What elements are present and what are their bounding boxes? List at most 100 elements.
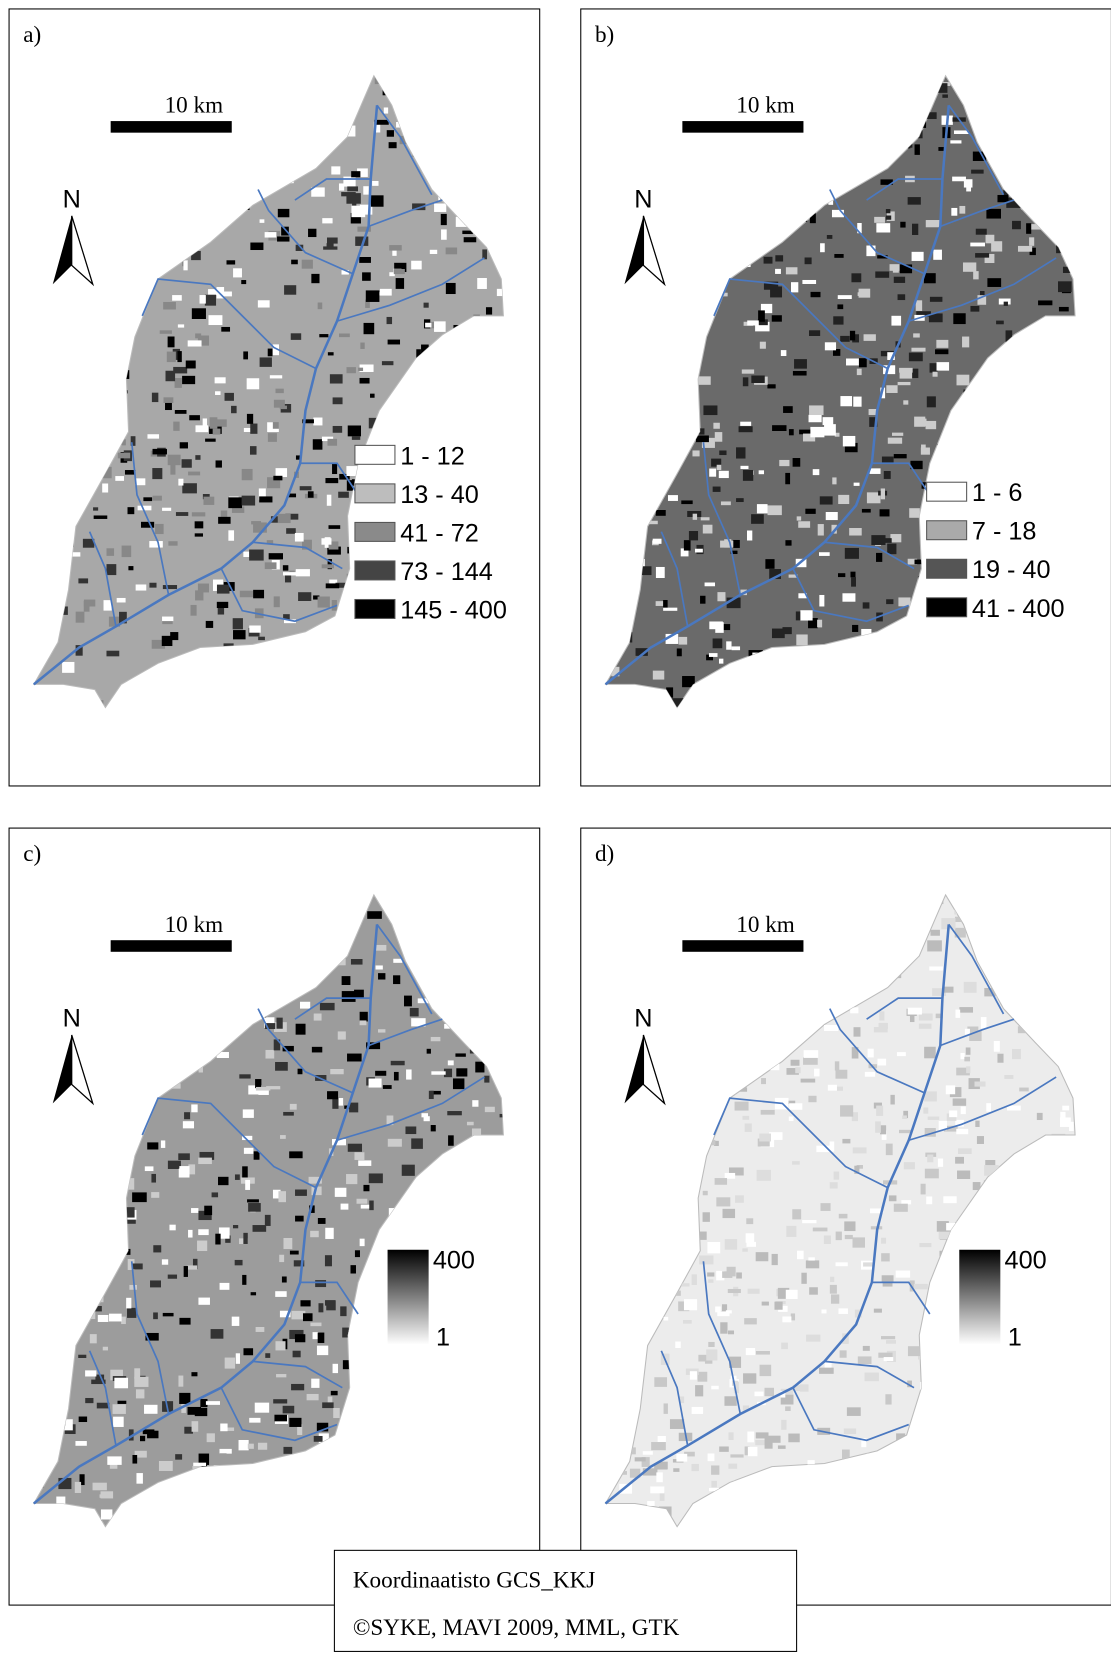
cell bbox=[971, 170, 984, 174]
cell bbox=[683, 1320, 692, 1324]
cell bbox=[838, 573, 845, 577]
legend-label: 7 - 18 bbox=[972, 518, 1037, 546]
cell bbox=[987, 278, 1001, 287]
cell bbox=[152, 468, 162, 479]
cell bbox=[997, 1054, 1003, 1063]
cell bbox=[994, 1041, 1000, 1052]
cell bbox=[792, 1209, 801, 1219]
cell bbox=[831, 1294, 839, 1303]
cell bbox=[1012, 221, 1021, 229]
cell bbox=[152, 393, 158, 402]
cell bbox=[389, 245, 402, 250]
cell bbox=[330, 374, 343, 383]
cell bbox=[813, 1228, 828, 1232]
cell bbox=[708, 1342, 714, 1347]
cell bbox=[810, 427, 824, 437]
cell bbox=[692, 1274, 697, 1285]
cell bbox=[205, 439, 216, 442]
cell bbox=[295, 1190, 307, 1196]
cell bbox=[739, 426, 753, 432]
cell bbox=[791, 1060, 800, 1066]
cell bbox=[149, 541, 163, 548]
cell bbox=[874, 217, 885, 223]
cell bbox=[218, 1177, 228, 1185]
cell bbox=[179, 1393, 190, 1404]
cell bbox=[269, 553, 283, 559]
cell bbox=[761, 1078, 766, 1084]
cell bbox=[430, 250, 437, 254]
legend-label: 19 - 40 bbox=[972, 556, 1051, 584]
cell bbox=[315, 1280, 326, 1287]
cell bbox=[153, 449, 167, 455]
cell bbox=[275, 1062, 288, 1071]
cell bbox=[265, 562, 277, 569]
cell bbox=[664, 1403, 668, 1413]
cell bbox=[693, 514, 697, 520]
cell bbox=[796, 634, 807, 645]
cell bbox=[346, 367, 355, 373]
cell bbox=[746, 1218, 753, 1224]
cell bbox=[107, 564, 117, 575]
cell bbox=[182, 376, 195, 384]
cell bbox=[866, 246, 875, 257]
cell bbox=[393, 975, 400, 984]
cell bbox=[206, 621, 213, 628]
scale-bar bbox=[682, 121, 803, 133]
cell bbox=[901, 1200, 911, 1204]
cell bbox=[360, 1012, 368, 1022]
cell bbox=[183, 1121, 194, 1128]
cell bbox=[736, 498, 744, 502]
cell bbox=[775, 269, 781, 274]
panel-label: c) bbox=[23, 841, 41, 867]
cell bbox=[325, 1255, 332, 1266]
cell bbox=[837, 1087, 843, 1091]
cell bbox=[188, 1230, 192, 1238]
cell bbox=[996, 321, 1004, 325]
cell bbox=[761, 1110, 775, 1115]
cell bbox=[930, 363, 938, 372]
cell bbox=[318, 303, 323, 310]
cell bbox=[881, 488, 885, 499]
cell bbox=[886, 1144, 893, 1156]
cell bbox=[346, 1174, 357, 1184]
cell bbox=[824, 1235, 831, 1244]
cell bbox=[320, 1003, 335, 1010]
cell bbox=[245, 1180, 250, 1190]
cell bbox=[276, 389, 284, 393]
cell bbox=[243, 351, 248, 359]
cell bbox=[806, 1335, 820, 1342]
cell bbox=[862, 509, 871, 513]
cell bbox=[318, 597, 330, 608]
cell bbox=[195, 1408, 207, 1416]
cell bbox=[188, 472, 200, 476]
cell bbox=[132, 1192, 147, 1202]
cell bbox=[455, 1053, 465, 1056]
cell bbox=[453, 1078, 464, 1089]
cell bbox=[475, 1062, 484, 1073]
cell bbox=[824, 1025, 838, 1031]
cell bbox=[326, 1300, 336, 1310]
legend-swatch bbox=[355, 561, 395, 580]
cell bbox=[811, 292, 821, 297]
cell bbox=[850, 572, 855, 578]
cell bbox=[766, 1436, 780, 1443]
cell bbox=[109, 1314, 122, 1322]
cell bbox=[838, 295, 852, 299]
cell bbox=[349, 1103, 358, 1113]
cell bbox=[170, 465, 175, 475]
cell bbox=[962, 337, 969, 348]
cell bbox=[791, 282, 798, 292]
cell bbox=[958, 1148, 972, 1154]
cell bbox=[184, 1112, 190, 1119]
cell bbox=[225, 1358, 235, 1369]
cell bbox=[326, 583, 339, 588]
cell bbox=[965, 1029, 970, 1035]
cell bbox=[851, 577, 856, 587]
cell bbox=[838, 495, 849, 504]
cell bbox=[692, 450, 699, 456]
cell bbox=[163, 585, 177, 589]
cell bbox=[448, 1135, 454, 1145]
cell bbox=[198, 1298, 210, 1305]
cell bbox=[357, 1199, 368, 1204]
cell bbox=[827, 235, 833, 239]
